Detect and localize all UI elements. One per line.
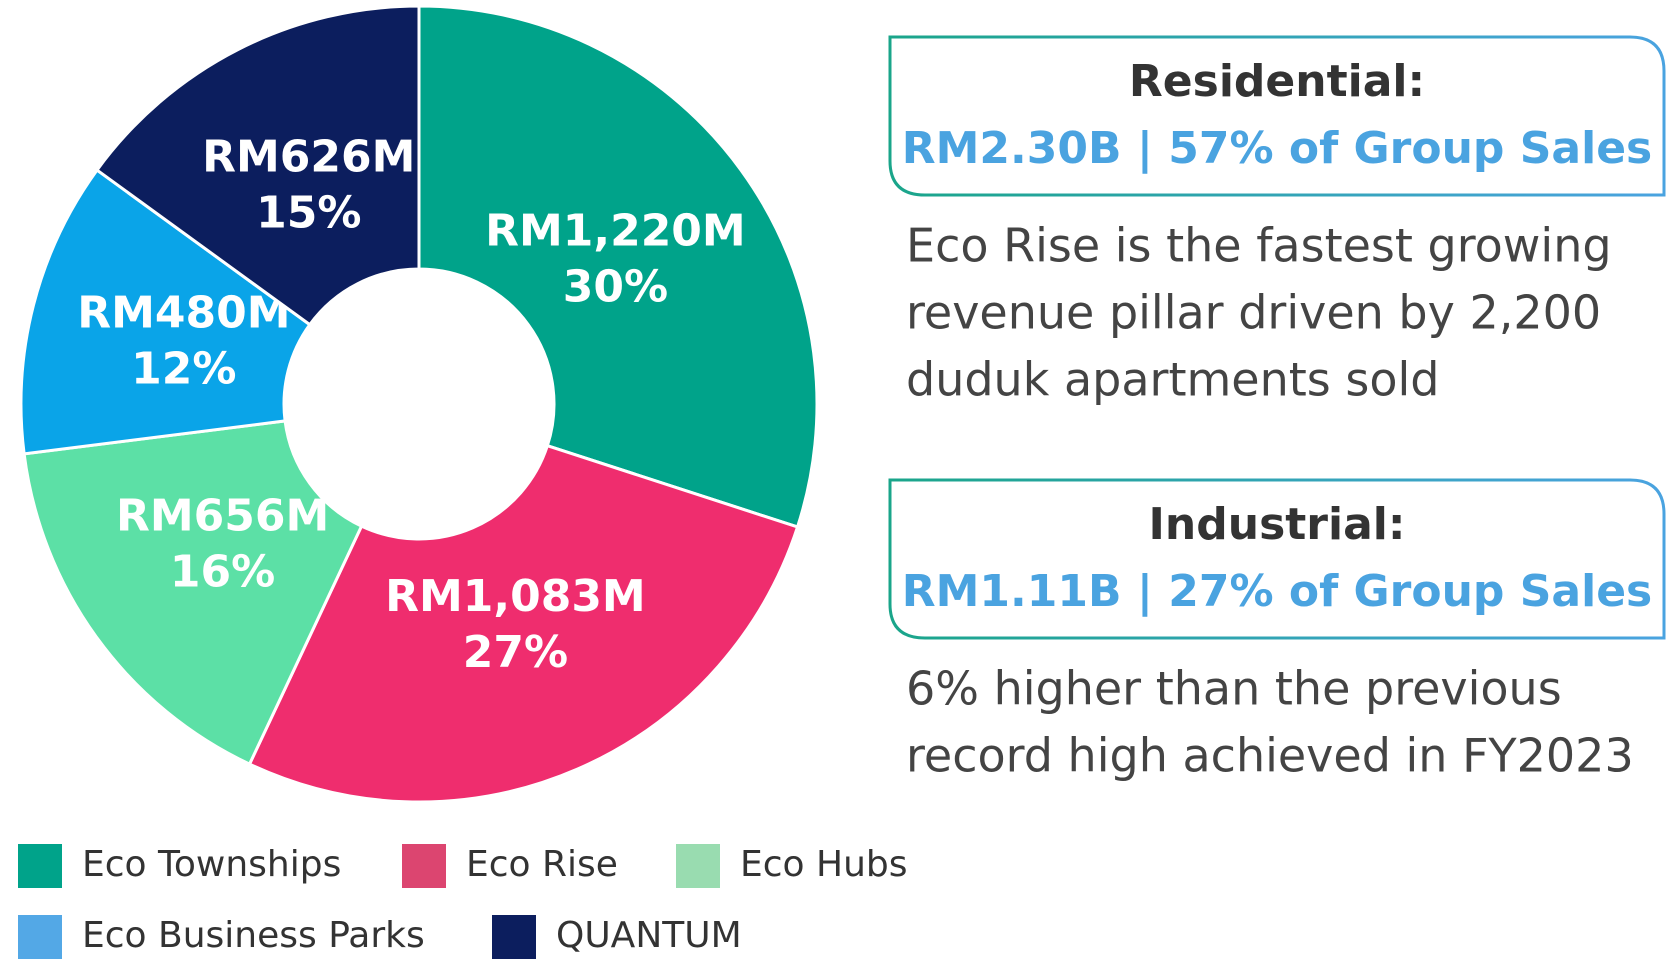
legend-label: Eco Business Parks <box>82 915 425 956</box>
amount-label: RM1,220M <box>485 205 746 256</box>
slice <box>19 167 312 456</box>
slice <box>22 419 364 767</box>
panel-subtitle: RM1.11B | 27% of Group Sales <box>902 566 1652 617</box>
value-label: 12% <box>131 344 236 395</box>
slice <box>247 443 800 804</box>
legend-label: Eco Rise <box>466 844 618 885</box>
legend-swatch <box>402 844 446 888</box>
legend-swatch <box>676 844 720 888</box>
amount-label: RM1,083M <box>385 571 646 622</box>
legend-swatch <box>18 915 62 959</box>
amount-label: RM626M <box>202 132 415 183</box>
panel-text: duduk apartments sold <box>906 353 1439 407</box>
panel-border <box>888 35 1666 197</box>
legend-label: Eco Hubs <box>740 844 908 885</box>
amount-label: RM480M <box>77 288 290 339</box>
value-label: 30% <box>563 261 668 312</box>
panel-text: revenue pillar driven by 2,200 <box>906 286 1601 340</box>
panel-subtitle: RM2.30B | 57% of Group Sales <box>902 123 1652 174</box>
legend-swatch <box>492 915 536 959</box>
value-label: 15% <box>256 188 361 239</box>
value-label: 27% <box>463 627 568 678</box>
panel-title: Residential: <box>1129 56 1425 107</box>
panel-text: 6% higher than the previous <box>906 662 1562 716</box>
slice <box>94 4 421 327</box>
legend-swatch <box>18 844 62 888</box>
legend-label: QUANTUM <box>556 915 742 956</box>
amount-label: RM656M <box>116 491 329 542</box>
panel-border <box>888 478 1666 640</box>
panel-text: record high achieved in FY2023 <box>906 729 1634 783</box>
legend-label: Eco Townships <box>82 844 341 885</box>
value-label: 16% <box>170 547 275 598</box>
slice <box>417 4 819 529</box>
panel-text: Eco Rise is the fastest growing <box>906 219 1612 273</box>
panel-title: Industrial: <box>1149 499 1406 550</box>
